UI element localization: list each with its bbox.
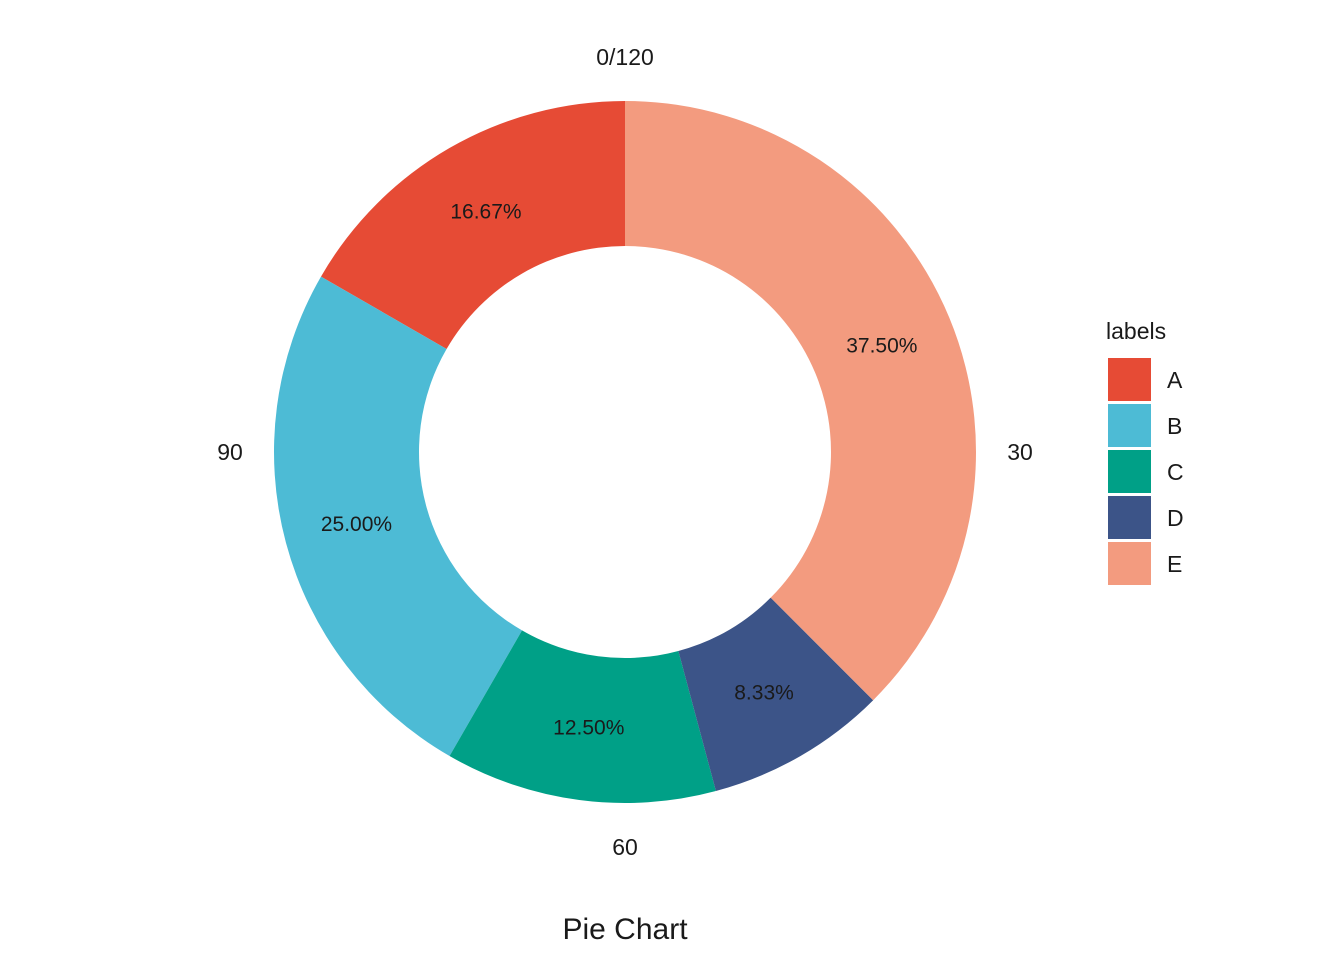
percent-label-c: 12.50% xyxy=(553,717,624,740)
donut-slices xyxy=(274,101,976,803)
percent-label-d: 8.33% xyxy=(734,682,794,705)
slice-c xyxy=(449,630,716,803)
angle-tick-label: 90 xyxy=(217,439,243,465)
legend-key-e xyxy=(1108,542,1151,585)
legend-key-a xyxy=(1108,358,1151,401)
legend-label-c: C xyxy=(1167,459,1184,485)
legend-title: labels xyxy=(1106,318,1166,344)
legend-label-d: D xyxy=(1167,505,1184,531)
angle-tick-label: 30 xyxy=(1007,439,1033,465)
slice-a xyxy=(320,101,625,350)
legend-label-e: E xyxy=(1167,551,1182,577)
angle-tick-label: 60 xyxy=(612,834,638,860)
x-axis-label: Pie Chart xyxy=(562,913,688,946)
legend-label-b: B xyxy=(1167,413,1182,439)
percent-label-b: 25.00% xyxy=(321,513,392,536)
legend-label-a: A xyxy=(1167,367,1183,393)
angle-tick-labels: 0/120 30 60 90 xyxy=(217,44,1033,860)
slice-e xyxy=(625,101,976,701)
legend-key-d xyxy=(1108,496,1151,539)
percent-label-e: 37.50% xyxy=(846,335,917,358)
legend-key-c xyxy=(1108,450,1151,493)
slice-b xyxy=(274,276,523,757)
angle-tick-label: 0/120 xyxy=(596,44,654,70)
slice-d xyxy=(678,597,874,792)
percent-label-a: 16.67% xyxy=(450,200,521,223)
slice-percent-labels: 16.67% 25.00% 12.50% 8.33% 37.50% xyxy=(321,200,918,739)
legend-key-b xyxy=(1108,404,1151,447)
